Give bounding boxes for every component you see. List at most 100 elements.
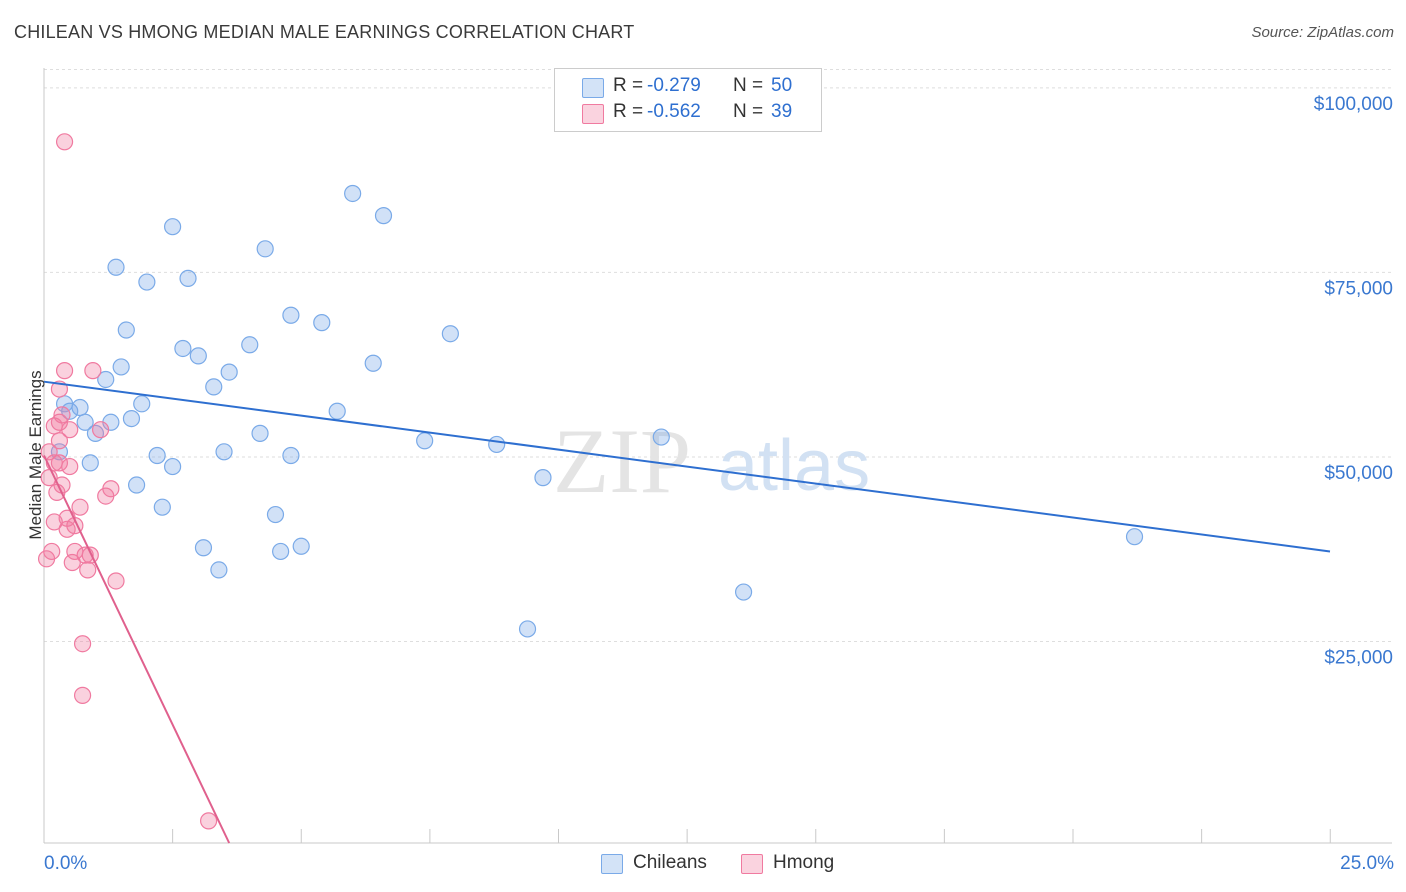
hmong-point (73, 635, 92, 653)
chileans-point (112, 358, 130, 376)
chileans-point (81, 454, 99, 472)
chileans-point (117, 321, 135, 339)
chileans-point (127, 476, 146, 494)
chileans-point (97, 370, 115, 389)
hmong-point (55, 133, 74, 151)
hmong-point (55, 362, 74, 380)
chileans-point (164, 218, 182, 236)
chileans-point (148, 446, 166, 465)
chileans-point (1125, 528, 1144, 546)
gridlines (44, 68, 1392, 642)
legend-label: Hmong (773, 852, 835, 873)
hmong-point (81, 546, 99, 564)
chileans-point (179, 269, 197, 287)
hmong-point (45, 513, 63, 531)
chileans-point (215, 443, 233, 461)
hmong-point (84, 362, 102, 380)
chileans-point (734, 583, 753, 601)
chileans-point (441, 325, 459, 343)
chileans-point (292, 537, 310, 555)
chileans-point (282, 306, 300, 324)
watermark-atlas: atlas (718, 426, 870, 506)
chileans-point (133, 395, 151, 413)
source-label: Source: ZipAtlas.com (1251, 24, 1394, 41)
chileans-point (282, 446, 300, 465)
chileans-point (107, 258, 125, 276)
n-label: N = (733, 75, 764, 96)
n-value: 39 (771, 101, 793, 122)
chileans-point (364, 354, 382, 372)
chileans-point (256, 240, 274, 258)
tick-labels: $25,000 $50,000 $75,000 $100,000 0.0% 25.0% (44, 94, 1394, 874)
correlation-stats-box: R = -0.279 N = 50 R = -0.562 N = 39 (554, 68, 822, 132)
data-points (37, 133, 1144, 830)
chileans-point (138, 273, 156, 291)
hmong-point (61, 421, 79, 439)
hmong-point (50, 432, 69, 450)
chileans-trend-line (43, 380, 1331, 553)
hmong-point (71, 498, 89, 516)
hmong-point (53, 406, 71, 424)
y-tick-label: $100,000 (1314, 94, 1393, 115)
chileans-point (205, 378, 223, 396)
hmong-point (79, 561, 97, 579)
stats-row-chileans: R = -0.279 N = 50 (555, 75, 821, 101)
chileans-legend-swatch (601, 854, 623, 874)
hmong-point (50, 454, 69, 472)
chart-title: CHILEAN VS HMONG MEDIAN MALE EARNINGS CO… (14, 22, 635, 42)
chileans-point (71, 398, 89, 417)
hmong-point (200, 812, 218, 830)
y-tick-label: $25,000 (1324, 647, 1393, 668)
x-tick-label: 25.0% (1340, 853, 1394, 874)
r-value: -0.562 (647, 101, 701, 122)
chileans-point (220, 363, 238, 381)
hmong-point (73, 686, 92, 704)
chileans-point (266, 505, 285, 524)
chileans-point (194, 539, 213, 557)
chileans-point (313, 314, 331, 332)
hmong-legend-swatch (741, 854, 763, 874)
r-label: R = (613, 75, 644, 96)
chileans-point (210, 561, 228, 579)
y-tick-label: $50,000 (1324, 463, 1393, 484)
chileans-point (652, 428, 670, 446)
chileans-point (153, 498, 171, 516)
chileans-point (374, 207, 393, 225)
chileans-point (416, 432, 434, 450)
chileans-point (174, 339, 192, 358)
chileans-point (251, 424, 269, 442)
chileans-point (164, 457, 182, 476)
x-tick-label: 0.0% (44, 853, 87, 874)
r-value: -0.279 (647, 75, 701, 96)
y-axis-label: Median Male Earnings (26, 370, 45, 540)
stats-row-hmong: R = -0.562 N = 39 (555, 101, 821, 127)
chileans-swatch (582, 78, 604, 98)
hmong-point (61, 457, 79, 476)
n-label: N = (733, 101, 764, 122)
chileans-point (241, 336, 259, 354)
hmong-point (102, 480, 120, 498)
hmong-point (91, 421, 110, 439)
chileans-point (189, 347, 207, 365)
chileans-point (328, 402, 346, 420)
chileans-point (534, 469, 552, 487)
hmong-trend-line (43, 455, 231, 844)
watermark-zip: ZIP (553, 410, 691, 512)
chileans-point (122, 409, 141, 428)
chileans-point (488, 435, 506, 454)
watermark: ZIP atlas (553, 410, 870, 512)
hmong-point (107, 572, 125, 590)
hmong-point (43, 542, 61, 561)
chileans-point (272, 542, 290, 561)
legend-label: Chileans (633, 852, 707, 873)
trend-lines (43, 380, 1331, 844)
hmong-swatch (582, 104, 604, 124)
r-label: R = (613, 101, 644, 122)
hmong-point (63, 553, 81, 572)
chileans-point (518, 620, 537, 638)
n-value: 50 (771, 75, 793, 96)
chileans-point (76, 413, 94, 431)
chileans-point (344, 184, 362, 203)
y-tick-label: $75,000 (1324, 278, 1393, 299)
